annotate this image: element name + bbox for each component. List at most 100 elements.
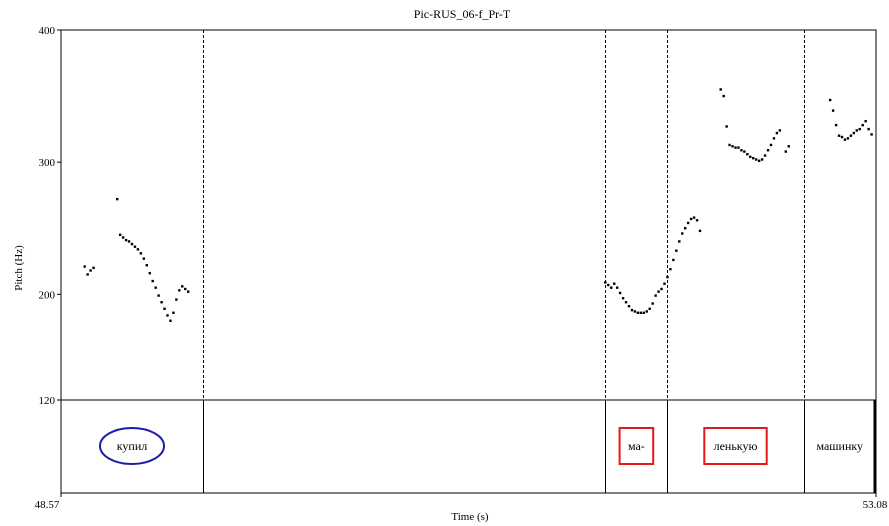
pitch-point — [133, 245, 137, 248]
pitch-point — [787, 145, 790, 148]
pitch-point — [843, 138, 847, 141]
pitch-point — [760, 158, 764, 161]
pitch-point — [675, 249, 678, 252]
pitch-point — [757, 159, 761, 163]
pitch-point — [92, 266, 95, 270]
pitch-point — [124, 238, 128, 242]
y-tick-label-120: 120 — [39, 395, 56, 407]
y-tick-labels: 400 300 200 120 — [39, 25, 56, 407]
pitch-point — [778, 129, 782, 132]
pitch-point — [83, 265, 86, 268]
pitch-point — [834, 123, 838, 127]
y-axis-title: Pitch (Hz) — [13, 245, 25, 291]
word-highlight-ellipse — [99, 427, 165, 465]
pitch-point — [766, 149, 770, 152]
pitch-point — [722, 94, 725, 98]
pitch-point — [731, 145, 734, 148]
pitch-point — [148, 271, 151, 275]
pitch-point — [769, 143, 773, 147]
pitch-point — [172, 311, 175, 314]
pitch-point — [755, 158, 758, 161]
pitch-point — [666, 275, 669, 279]
pitch-point — [89, 269, 92, 272]
x-axis-title: Time (s) — [451, 511, 489, 523]
pitch-point — [669, 267, 672, 271]
pitch-point — [686, 221, 690, 225]
pitch-point — [734, 146, 737, 149]
pitch-point — [604, 281, 607, 284]
pitch-point — [763, 154, 767, 157]
pitch-point — [775, 131, 779, 135]
pitch-point — [681, 232, 684, 235]
pitch-point — [678, 240, 681, 243]
pitch-point — [648, 307, 651, 311]
y-tick-label-200: 200 — [39, 289, 56, 301]
pitch-point — [613, 282, 616, 285]
chart-title: Pic-RUS_06-f_Pr-T — [414, 7, 511, 21]
word-highlight-box — [618, 427, 655, 465]
pitch-point — [142, 257, 146, 260]
pitch-point — [657, 290, 660, 293]
pitch-point — [645, 310, 648, 313]
pitch-point — [772, 137, 776, 140]
pitch-point — [867, 127, 870, 131]
pitch-point — [615, 286, 619, 289]
pitch-point — [154, 286, 157, 289]
pitch-point — [163, 307, 166, 311]
pitch-point — [639, 311, 643, 314]
pitch-point — [719, 88, 722, 91]
pitch-point — [855, 129, 858, 132]
pitch-plot-frame — [60, 29, 877, 401]
pitch-point — [725, 125, 728, 128]
pitch-point — [121, 236, 125, 239]
pitch-point — [160, 301, 163, 304]
pitch-point — [861, 123, 864, 127]
pitch-point — [630, 308, 634, 312]
x-tick-label-end: 53.08 — [863, 499, 888, 511]
pitch-point — [849, 134, 853, 137]
pitch-point — [169, 319, 172, 322]
pitch-point — [746, 153, 749, 156]
word-label: купил — [117, 439, 148, 453]
pitch-point — [654, 294, 657, 297]
pitch-point — [621, 297, 625, 300]
pitch-point — [175, 298, 178, 301]
pitch-point — [627, 304, 631, 308]
pitch-point — [624, 301, 628, 304]
pitch-point — [166, 314, 169, 317]
pitch-point — [607, 283, 610, 287]
pitch-point — [864, 119, 867, 123]
x-tick-label-start: 48.57 — [35, 499, 60, 511]
pitch-point — [728, 143, 731, 147]
word-highlight-box — [703, 427, 768, 465]
pitch-point — [116, 197, 119, 201]
pitch-point — [130, 242, 134, 246]
pitch-point — [698, 229, 702, 233]
pitch-point — [870, 133, 873, 136]
pitch-point — [852, 131, 856, 135]
word-label: ленькую — [714, 439, 758, 453]
pitch-point — [846, 137, 850, 140]
pitch-point — [118, 233, 122, 237]
y-tick-label-400: 400 — [39, 25, 56, 37]
pitch-point — [828, 98, 832, 102]
pitch-point — [737, 146, 740, 149]
word-label: машинку — [816, 439, 863, 453]
pitch-point — [618, 291, 622, 295]
pitch-point — [187, 290, 190, 293]
pitch-point — [684, 227, 687, 230]
pitch-point — [752, 156, 755, 160]
pitch-point — [692, 216, 696, 219]
pitch-point — [749, 155, 752, 159]
pitch-point — [86, 273, 89, 276]
pitch-point — [660, 287, 663, 291]
pitch-point — [695, 219, 699, 222]
pitch-point — [689, 217, 693, 221]
pitch-point — [181, 285, 184, 288]
pitch-point — [663, 282, 666, 285]
word-label: ма- — [628, 439, 645, 453]
pitch-point — [178, 289, 181, 292]
pitch-point — [610, 286, 613, 289]
